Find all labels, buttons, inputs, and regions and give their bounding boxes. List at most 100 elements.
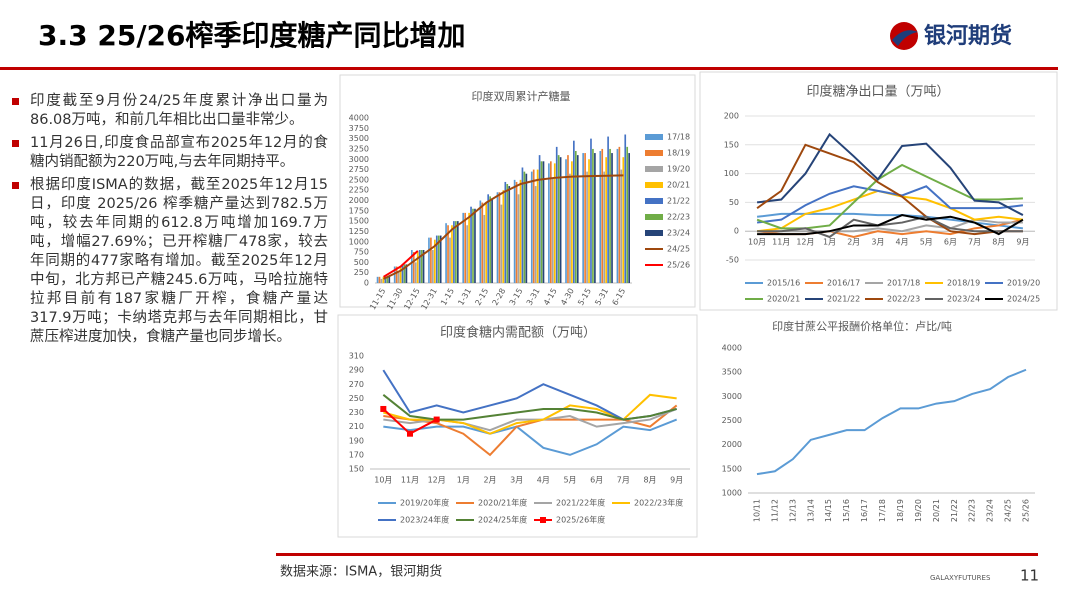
bar: [496, 192, 499, 283]
x-tick-label: 1月: [823, 238, 836, 247]
legend-label: 2021/22: [827, 295, 860, 304]
bar: [498, 192, 501, 283]
x-tick-label: 6-15: [610, 287, 627, 307]
x-tick-label: 4-30: [559, 287, 576, 307]
x-tick-label: 11月: [772, 238, 790, 247]
bar: [576, 155, 579, 283]
bar: [515, 181, 518, 283]
x-tick-label: 1月: [457, 476, 470, 485]
logo-swoosh: [892, 30, 918, 46]
bar: [525, 173, 528, 283]
y-tick-label: 2750: [349, 165, 369, 174]
legend-swatch: [645, 134, 663, 140]
chart-title: 印度甘蔗公平报酬价格单位：卢比/吨: [772, 319, 952, 333]
legend-label: 25/26: [667, 261, 690, 270]
bar: [628, 153, 630, 283]
bar: [453, 221, 455, 283]
x-tick-label: 11月: [401, 476, 419, 485]
bar: [474, 208, 476, 283]
bar: [420, 250, 423, 283]
y-tick-label: 2000: [722, 440, 742, 449]
bar: [553, 163, 556, 283]
x-tick-label: 12月: [796, 238, 814, 247]
x-tick-label: 2-15: [473, 287, 490, 307]
legend-label: 2019/20: [1007, 279, 1040, 288]
x-tick-label: 21/22: [950, 499, 959, 522]
x-tick-label: 7月: [617, 476, 630, 485]
x-tick-label: 3月: [871, 238, 884, 247]
line: [383, 250, 419, 278]
bar: [393, 266, 396, 283]
bar: [502, 190, 505, 283]
x-tick-label: 1-31: [456, 287, 473, 307]
y-tick-label: 250: [354, 268, 369, 277]
bar: [397, 272, 400, 283]
bar: [523, 171, 526, 283]
bar: [395, 266, 398, 283]
bar: [388, 276, 391, 283]
bar: [483, 214, 486, 283]
bar: [573, 140, 575, 283]
legend-swatch: [645, 198, 663, 204]
bar: [489, 196, 491, 283]
y-tick-label: 0: [734, 227, 739, 236]
line: [383, 174, 624, 280]
y-tick-label: 1500: [722, 464, 742, 473]
bar: [380, 278, 383, 283]
footer-brand: GALAXYFUTURES: [930, 574, 991, 582]
bar: [508, 186, 511, 283]
x-tick-label: 24/25: [1004, 499, 1013, 522]
y-tick-label: 750: [354, 248, 369, 257]
bar: [432, 250, 434, 283]
line: [757, 215, 1023, 239]
y-tick-label: 2000: [349, 196, 369, 205]
bar: [569, 173, 571, 283]
x-tick-label: 15/16: [842, 499, 851, 522]
legend-label: 2015/16: [767, 279, 800, 288]
bar: [456, 221, 459, 283]
bar: [618, 146, 621, 283]
legend-label: 23/24: [667, 229, 690, 238]
bar: [609, 148, 611, 283]
y-tick-label: 3500: [722, 368, 742, 377]
x-tick-label: 25/26: [1022, 499, 1031, 522]
y-tick-label: 4000: [349, 114, 369, 123]
legend-label: 20/21: [667, 181, 690, 190]
bar: [513, 179, 516, 283]
y-tick-label: 500: [354, 258, 369, 267]
bar: [437, 235, 440, 283]
bar: [624, 134, 627, 283]
y-tick-label: 2500: [722, 416, 742, 425]
y-tick-label: 150: [724, 140, 739, 149]
bar: [472, 208, 474, 283]
line: [756, 368, 1027, 476]
legend-label: 2023/24: [947, 295, 980, 304]
footer-source: 数据来源：ISMA，银河期货: [280, 564, 442, 580]
bar: [418, 250, 421, 283]
bar: [451, 225, 453, 283]
legend-label: 2018/19: [947, 279, 980, 288]
chart-frame: [339, 74, 696, 308]
x-tick-label: 13/14: [806, 499, 815, 522]
y-tick-label: 3500: [349, 134, 369, 143]
legend-label: 2020/21: [767, 295, 800, 304]
x-tick-label: 8月: [992, 238, 1005, 247]
bar: [594, 153, 596, 283]
x-tick-label: 12-31: [419, 287, 438, 312]
bar: [462, 212, 465, 283]
bullet-list: 印度截至9月份24/25年度累计净出口量为86.08万吨，和前几年相比出口量非常…: [10, 92, 328, 351]
x-tick-label: 11/12: [770, 499, 779, 522]
y-tick-label: 4000: [722, 344, 742, 353]
x-tick-label: 19/20: [914, 499, 923, 522]
y-tick-label: 3000: [722, 392, 742, 401]
legend-label: 17/18: [667, 133, 690, 142]
bar: [403, 264, 406, 283]
legend-swatch: [645, 214, 663, 220]
y-tick-label: 3750: [349, 124, 369, 133]
bar: [414, 262, 417, 283]
bar: [582, 153, 584, 283]
bar: [599, 151, 602, 283]
x-tick-label: 18/19: [896, 499, 905, 522]
legend-label: 2022/23年度: [634, 498, 683, 508]
